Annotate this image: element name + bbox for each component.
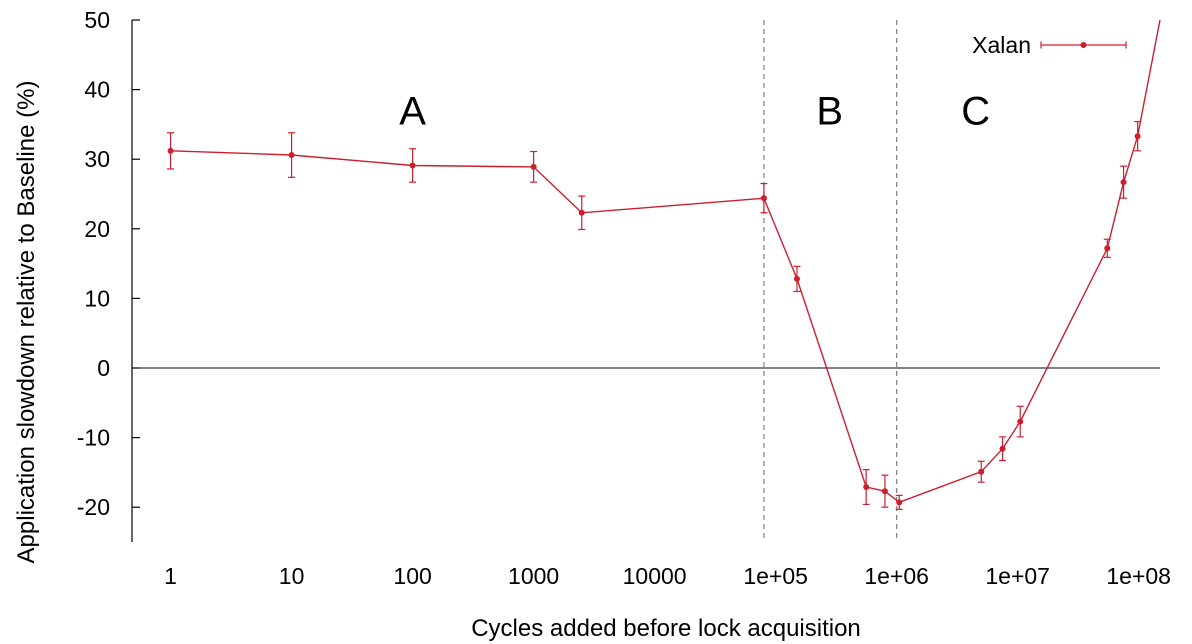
data-point — [167, 147, 174, 154]
data-point — [863, 484, 870, 491]
x-tick-label: 1e+08 — [1106, 563, 1171, 589]
data-point — [999, 445, 1006, 452]
x-tick-label: 10000 — [623, 563, 687, 589]
data-point — [409, 162, 416, 169]
x-tick-label: 1e+07 — [985, 563, 1050, 589]
y-tick-label: 50 — [84, 7, 110, 33]
data-point — [793, 275, 800, 282]
data-point — [288, 152, 295, 159]
x-tick-label: 1e+06 — [864, 563, 929, 589]
data-point — [1017, 418, 1024, 425]
y-axis-title: Application slowdown relative to Baselin… — [13, 81, 40, 564]
data-point — [1104, 245, 1111, 252]
data-point — [978, 468, 985, 475]
y-tick-label: -10 — [77, 425, 110, 451]
x-tick-label: 1 — [164, 563, 177, 589]
region-dividers — [763, 20, 898, 542]
region-label-c: C — [961, 89, 990, 133]
x-tick-label: 1000 — [508, 563, 559, 589]
legend-label-xalan: Xalan — [972, 32, 1031, 58]
legend-marker — [1080, 42, 1087, 48]
y-tick-label: 30 — [84, 146, 110, 172]
series-xalan — [167, 19, 1161, 510]
data-point — [530, 163, 537, 170]
y-tick-label: 0 — [97, 355, 110, 381]
data-point — [1134, 133, 1141, 140]
data-point — [881, 488, 888, 495]
data-point — [760, 195, 767, 202]
x-tick-label: 1e+05 — [743, 563, 808, 589]
y-tick-label: -20 — [77, 494, 110, 520]
data-point — [1120, 179, 1127, 186]
y-tick-label: 40 — [84, 77, 110, 103]
region-labels: A B C — [399, 89, 990, 133]
data-point — [578, 209, 585, 216]
legend: Xalan — [972, 32, 1127, 58]
region-label-b: B — [816, 89, 843, 133]
x-tick-label: 10 — [279, 563, 305, 589]
data-point — [896, 499, 903, 506]
series-line — [170, 19, 1161, 504]
y-tick-label: 10 — [84, 285, 110, 311]
x-tick-label: 100 — [393, 563, 431, 589]
y-tick-label: 20 — [84, 216, 110, 242]
region-label-a: A — [399, 89, 426, 133]
x-axis-title: Cycles added before lock acquisition — [471, 615, 861, 642]
